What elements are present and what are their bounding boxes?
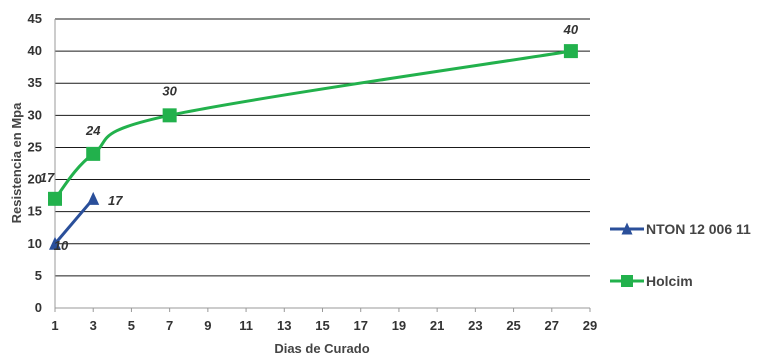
y-tick-label: 15	[28, 204, 42, 219]
square-marker	[621, 275, 633, 287]
y-tick-label: 35	[28, 75, 42, 90]
y-tick-label: 30	[28, 107, 42, 122]
data-label: 40	[563, 22, 579, 37]
square-marker	[48, 191, 62, 206]
grid-lines	[55, 18, 590, 277]
x-axis-ticks: 1 3 5 7 9 11 13 15 17 19 21 23 25 27 29	[51, 308, 597, 333]
square-marker	[162, 108, 177, 123]
y-tick-label: 40	[28, 43, 42, 58]
data-labels: 17 24 30 40 10 17	[40, 22, 579, 253]
legend-entry: NTON 12 006 11	[610, 221, 751, 237]
x-tick-label: 25	[506, 318, 520, 333]
x-axis-title: Dias de Curado	[274, 341, 369, 356]
y-tick-label: 10	[28, 236, 42, 251]
y-tick-label: 0	[35, 300, 42, 315]
series-line-nton	[53, 197, 95, 245]
x-tick-label: 27	[545, 318, 559, 333]
x-tick-label: 11	[239, 318, 253, 333]
series-layer	[48, 44, 578, 250]
legend-label: Holcim	[646, 273, 693, 289]
triangle-marker	[49, 236, 61, 250]
x-tick-label: 17	[353, 318, 367, 333]
x-tick-label: 29	[583, 318, 597, 333]
legend-label: NTON 12 006 11	[646, 221, 751, 237]
x-tick-label: 15	[315, 318, 329, 333]
data-label: 17	[108, 193, 123, 208]
data-label: 24	[85, 123, 101, 138]
x-tick-label: 9	[204, 318, 211, 333]
data-label: 30	[162, 83, 177, 98]
x-tick-label: 3	[90, 318, 97, 333]
legend: NTON 12 006 11 Holcim	[610, 221, 751, 289]
triangle-marker	[87, 191, 100, 205]
x-tick-label: 19	[392, 318, 406, 333]
data-label: 10	[54, 238, 69, 253]
x-tick-label: 1	[51, 318, 58, 333]
square-marker	[86, 146, 101, 161]
x-tick-label: 13	[277, 318, 291, 333]
y-tick-label: 25	[28, 139, 42, 154]
y-tick-label: 20	[28, 172, 42, 187]
triangle-marker	[621, 222, 633, 235]
y-axis-title: Resistencia en Mpa	[9, 102, 24, 223]
y-axis-ticks: 0 5 10 15 20 25 30 35 40 45	[28, 11, 42, 315]
square-marker	[563, 44, 578, 59]
data-label: 17	[40, 170, 55, 185]
y-tick-label: 5	[35, 268, 42, 283]
x-tick-label: 23	[468, 318, 482, 333]
x-tick-label: 5	[128, 318, 135, 333]
legend-entry: Holcim	[610, 273, 693, 289]
series-line-holcim	[53, 49, 572, 200]
x-tick-label: 7	[166, 318, 173, 333]
x-tick-label: 21	[430, 318, 444, 333]
y-tick-label: 45	[28, 11, 42, 26]
